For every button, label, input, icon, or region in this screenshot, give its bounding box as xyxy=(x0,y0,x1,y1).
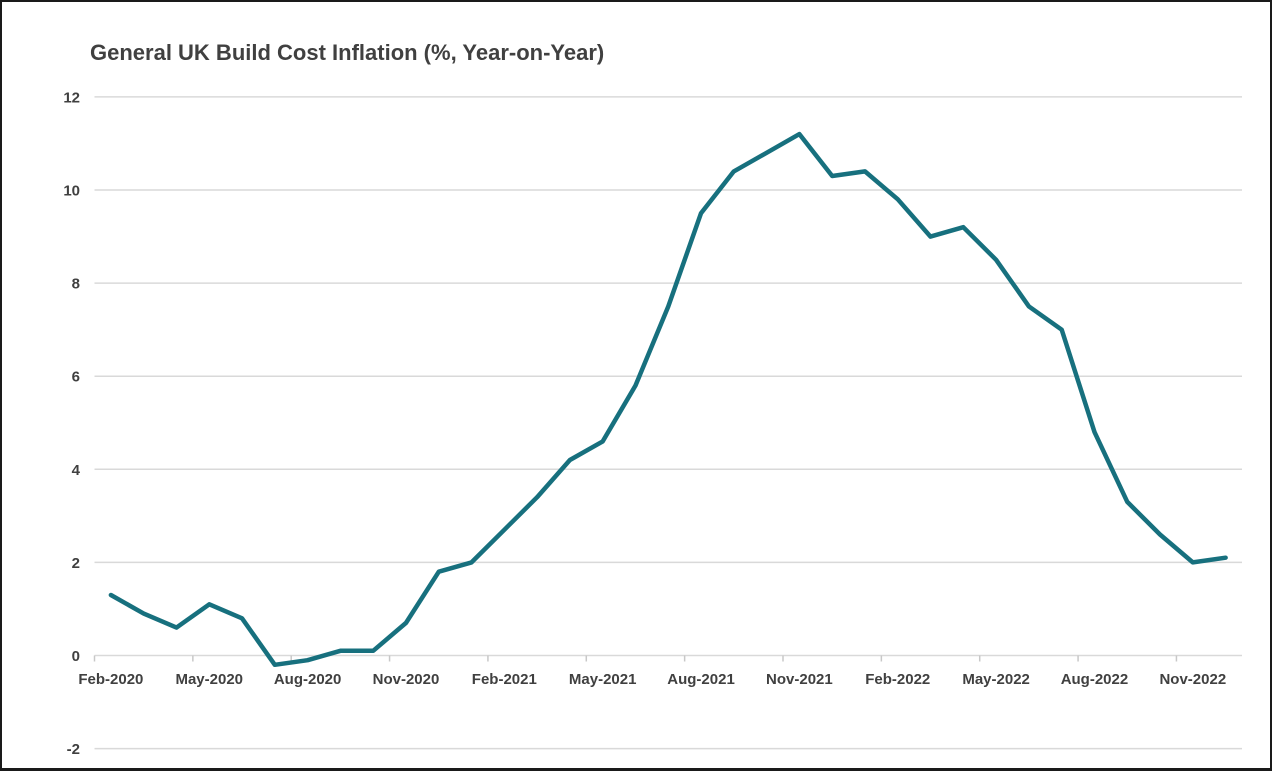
x-axis-tick-label: Nov-2020 xyxy=(373,671,440,688)
chart-title: General UK Build Cost Inflation (%, Year… xyxy=(90,40,605,65)
x-axis-tick-label: May-2020 xyxy=(175,671,243,688)
y-axis-tick-label: 6 xyxy=(72,369,80,386)
y-axis-tick-label: 10 xyxy=(63,183,80,200)
x-axis-tick-label: Nov-2022 xyxy=(1159,671,1226,688)
x-axis-tick-label: Feb-2021 xyxy=(472,671,537,688)
y-axis-tick-label: 2 xyxy=(72,555,80,572)
x-axis-tick-label: Aug-2021 xyxy=(667,671,735,688)
x-axis-tick-label: May-2022 xyxy=(962,671,1030,688)
y-axis-tick-label: -2 xyxy=(67,741,80,758)
x-axis-tick-label: Nov-2021 xyxy=(766,671,833,688)
y-axis-tick-label: 8 xyxy=(72,276,80,293)
x-axis-tick-label: Feb-2020 xyxy=(78,671,143,688)
x-axis-tick-label: Aug-2020 xyxy=(274,671,342,688)
x-axis-tick-label: Aug-2022 xyxy=(1061,671,1129,688)
y-axis-tick-label: 0 xyxy=(72,648,80,665)
x-axis-tick-label: May-2021 xyxy=(569,671,637,688)
y-axis-tick-label: 4 xyxy=(72,462,81,479)
data-line-series xyxy=(108,131,1228,668)
x-axis-tick-label: Feb-2022 xyxy=(865,671,930,688)
y-axis-tick-label: 12 xyxy=(63,89,80,106)
